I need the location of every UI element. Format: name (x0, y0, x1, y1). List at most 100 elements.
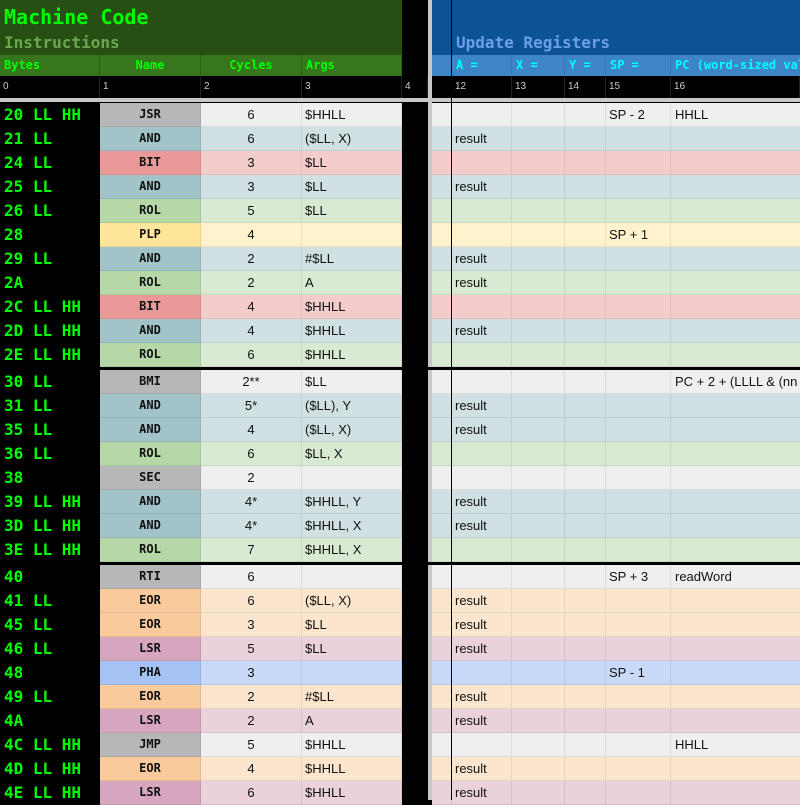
pad-cell[interactable] (432, 637, 452, 661)
opcode-bytes[interactable]: 4C LL HH (0, 733, 100, 757)
cycles-cell[interactable]: 2 (201, 466, 302, 490)
cycles-cell[interactable]: 3 (201, 613, 302, 637)
register-a-cell[interactable]: result (452, 271, 512, 295)
pad-cell[interactable] (432, 709, 452, 733)
register-a-cell[interactable] (452, 661, 512, 685)
register-y-cell[interactable] (565, 661, 606, 685)
args-cell[interactable]: A (302, 271, 402, 295)
cycles-cell[interactable]: 6 (201, 127, 302, 151)
register-x-cell[interactable] (512, 613, 565, 637)
register-x-cell[interactable] (512, 490, 565, 514)
register-x-cell[interactable] (512, 319, 565, 343)
spacer-cell[interactable] (402, 709, 428, 733)
pad-cell[interactable] (432, 103, 452, 127)
opcode-bytes[interactable]: 2D LL HH (0, 319, 100, 343)
register-sp-cell[interactable] (606, 151, 671, 175)
register-pc-cell[interactable] (671, 295, 800, 319)
pad-cell[interactable] (432, 343, 452, 367)
args-cell[interactable]: $HHLL (302, 319, 402, 343)
register-sp-cell[interactable] (606, 466, 671, 490)
mnemonic-cell[interactable]: LSR (100, 781, 201, 805)
register-y-cell[interactable] (565, 343, 606, 367)
opcode-bytes[interactable]: 2C LL HH (0, 295, 100, 319)
pad-cell[interactable] (432, 151, 452, 175)
mnemonic-cell[interactable]: LSR (100, 637, 201, 661)
register-x-cell[interactable] (512, 538, 565, 562)
spacer-cell[interactable] (402, 661, 428, 685)
register-sp-cell[interactable] (606, 319, 671, 343)
opcode-bytes[interactable]: 2E LL HH (0, 343, 100, 367)
frozen-column-divider[interactable] (428, 0, 432, 800)
register-pc-cell[interactable] (671, 661, 800, 685)
register-a-cell[interactable]: result (452, 589, 512, 613)
register-y-cell[interactable] (565, 781, 606, 805)
mnemonic-cell[interactable]: AND (100, 175, 201, 199)
args-cell[interactable]: $HHLL (302, 733, 402, 757)
opcode-bytes[interactable]: 40 (0, 565, 100, 589)
register-a-cell[interactable]: result (452, 514, 512, 538)
register-y-cell[interactable] (565, 271, 606, 295)
pad-cell[interactable] (432, 565, 452, 589)
register-pc-cell[interactable]: readWord (671, 565, 800, 589)
register-pc-cell[interactable] (671, 199, 800, 223)
register-a-cell[interactable]: result (452, 127, 512, 151)
spacer-cell[interactable] (402, 685, 428, 709)
opcode-bytes[interactable]: 39 LL HH (0, 490, 100, 514)
spacer-cell[interactable] (402, 538, 428, 562)
register-pc-cell[interactable] (671, 466, 800, 490)
spacer-cell[interactable] (402, 757, 428, 781)
register-pc-cell[interactable]: HHLL (671, 103, 800, 127)
register-a-cell[interactable] (452, 295, 512, 319)
pad-cell[interactable] (432, 370, 452, 394)
register-x-cell[interactable] (512, 271, 565, 295)
register-y-cell[interactable] (565, 394, 606, 418)
column-header-y[interactable]: Y = (565, 55, 606, 76)
register-a-cell[interactable] (452, 370, 512, 394)
register-y-cell[interactable] (565, 127, 606, 151)
register-pc-cell[interactable] (671, 490, 800, 514)
register-pc-cell[interactable] (671, 127, 800, 151)
column-header-x[interactable]: X = (512, 55, 565, 76)
register-a-cell[interactable]: result (452, 319, 512, 343)
column-header-name[interactable]: Name (100, 55, 201, 76)
register-pc-cell[interactable] (671, 709, 800, 733)
register-sp-cell[interactable] (606, 637, 671, 661)
column-header-sp[interactable]: SP = (606, 55, 671, 76)
pad-cell[interactable] (432, 757, 452, 781)
register-a-cell[interactable] (452, 223, 512, 247)
opcode-bytes[interactable]: 46 LL (0, 637, 100, 661)
args-cell[interactable]: #$LL (302, 685, 402, 709)
register-pc-cell[interactable] (671, 637, 800, 661)
cycles-cell[interactable]: 2 (201, 709, 302, 733)
cycles-cell[interactable]: 6 (201, 442, 302, 466)
args-cell[interactable]: $LL (302, 370, 402, 394)
pad-cell[interactable] (432, 271, 452, 295)
spacer-cell[interactable] (402, 442, 428, 466)
register-x-cell[interactable] (512, 370, 565, 394)
register-a-cell[interactable]: result (452, 418, 512, 442)
register-a-cell[interactable] (452, 199, 512, 223)
pad-cell[interactable] (432, 613, 452, 637)
register-y-cell[interactable] (565, 589, 606, 613)
opcode-bytes[interactable]: 25 LL (0, 175, 100, 199)
register-a-cell[interactable]: result (452, 709, 512, 733)
spacer-cell[interactable] (402, 199, 428, 223)
mnemonic-cell[interactable]: BMI (100, 370, 201, 394)
mnemonic-cell[interactable]: EOR (100, 589, 201, 613)
register-y-cell[interactable] (565, 613, 606, 637)
cycles-cell[interactable]: 4* (201, 514, 302, 538)
register-y-cell[interactable] (565, 709, 606, 733)
pad-cell[interactable] (432, 661, 452, 685)
pad-cell[interactable] (432, 781, 452, 805)
spacer-cell[interactable] (402, 394, 428, 418)
mnemonic-cell[interactable]: ROL (100, 538, 201, 562)
register-pc-cell[interactable] (671, 613, 800, 637)
pad-cell[interactable] (432, 247, 452, 271)
register-x-cell[interactable] (512, 223, 565, 247)
register-sp-cell[interactable]: SP - 2 (606, 103, 671, 127)
register-x-cell[interactable] (512, 418, 565, 442)
pad-cell[interactable] (432, 733, 452, 757)
mnemonic-cell[interactable]: PHA (100, 661, 201, 685)
register-sp-cell[interactable] (606, 295, 671, 319)
register-y-cell[interactable] (565, 442, 606, 466)
